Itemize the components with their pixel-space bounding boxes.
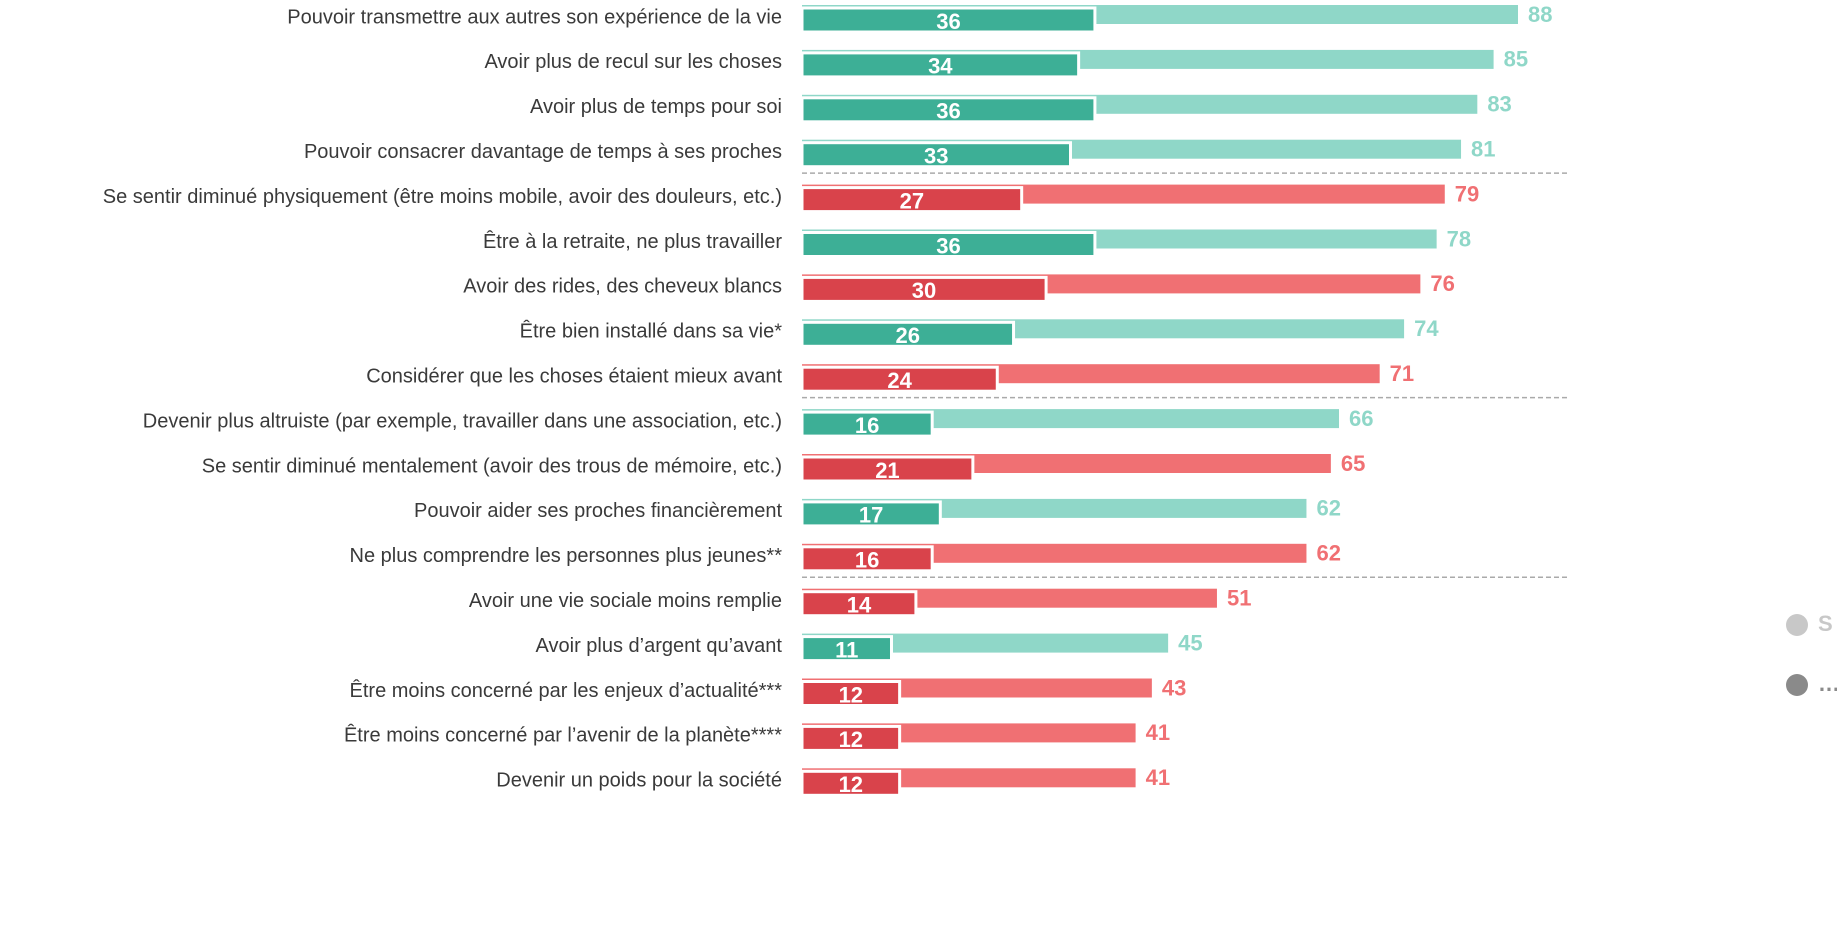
category-label: Être moins concerné par les enjeux d’act…: [350, 679, 783, 702]
sub-bar: [800, 365, 999, 393]
sub-value-label: 36: [936, 233, 960, 258]
bar: [802, 409, 1339, 429]
value-label: 65: [1341, 451, 1365, 476]
sub-bar: [800, 320, 1016, 348]
sub-value-label: 12: [839, 682, 863, 707]
sub-value-label: 36: [936, 9, 960, 34]
value-label: 81: [1471, 137, 1495, 162]
sub-value-label: 36: [936, 99, 960, 124]
sub-bar: [800, 680, 902, 707]
category-label: Pouvoir aider ses proches financièrement: [414, 500, 782, 522]
value-label: 66: [1349, 406, 1373, 431]
sub-value-label: 14: [847, 593, 872, 618]
sub-bar: [800, 410, 934, 438]
value-label: 74: [1414, 316, 1439, 341]
sub-bar: [800, 724, 902, 752]
sub-value-label: 30: [912, 278, 936, 303]
value-label: 43: [1162, 675, 1186, 700]
value-label: 78: [1447, 226, 1471, 251]
legend-marker: [1786, 674, 1808, 696]
value-label: 62: [1316, 496, 1340, 521]
sub-bar: [800, 6, 1097, 34]
value-label: 76: [1430, 271, 1454, 296]
value-label: 45: [1178, 630, 1202, 655]
category-label: Devenir un poids pour la société: [496, 770, 782, 792]
sub-bar: [800, 51, 1081, 79]
category-label: Ne plus comprendre les personnes plus je…: [350, 545, 783, 567]
category-label: Avoir plus d’argent qu’avant: [536, 635, 783, 657]
category-label: Pouvoir consacrer davantage de temps à s…: [304, 141, 782, 163]
sub-value-label: 24: [887, 368, 912, 393]
category-label: Se sentir diminué mentalement (avoir des…: [202, 455, 782, 477]
category-label: Pouvoir transmettre aux autres son expér…: [287, 6, 782, 28]
bar: [802, 633, 1169, 653]
sub-value-label: 34: [928, 54, 953, 79]
sub-value-label: 33: [924, 144, 948, 169]
category-label: Devenir plus altruiste (par exemple, tra…: [143, 410, 782, 432]
category-label: Avoir des rides, des cheveux blancs: [463, 276, 782, 298]
sub-bar: [800, 500, 942, 528]
sub-value-label: 21: [875, 458, 899, 483]
sub-value-label: 11: [835, 637, 858, 662]
legend-label: S: [1818, 611, 1833, 636]
sub-bar: [800, 96, 1097, 124]
sub-value-label: 27: [900, 188, 924, 213]
sub-bar: [800, 231, 1097, 258]
sub-value-label: 17: [859, 503, 883, 528]
sub-value-label: 16: [855, 413, 879, 438]
value-label: 41: [1146, 765, 1170, 790]
sub-bar: [800, 590, 918, 618]
sub-bar: [800, 635, 893, 663]
sub-value-label: 16: [855, 548, 879, 573]
value-label: 79: [1455, 181, 1479, 206]
sub-bar: [800, 186, 1024, 214]
value-label: 51: [1227, 586, 1251, 611]
legend-marker: [1786, 614, 1808, 636]
category-label: Être moins concerné par l’avenir de la p…: [344, 724, 782, 747]
category-label: Considérer que les choses étaient mieux …: [366, 365, 782, 387]
category-label: Se sentir diminué physiquement (être moi…: [103, 186, 782, 208]
category-label: Être à la retraite, ne plus travailler: [483, 230, 782, 253]
sub-bar: [800, 769, 902, 797]
sub-bar: [800, 141, 1072, 169]
category-label: Avoir une vie sociale moins remplie: [469, 590, 782, 612]
sub-value-label: 26: [896, 323, 920, 348]
value-label: 41: [1146, 720, 1170, 745]
sub-value-label: 12: [839, 772, 863, 797]
value-label: 71: [1390, 361, 1414, 386]
value-label: 83: [1487, 92, 1511, 117]
value-label: 62: [1316, 541, 1340, 566]
category-label: Avoir plus de temps pour soi: [530, 96, 782, 118]
category-label: Avoir plus de recul sur les choses: [484, 51, 782, 73]
value-label: 85: [1504, 47, 1528, 72]
category-label: Être bien installé dans sa vie*: [520, 320, 783, 343]
value-label: 88: [1528, 2, 1552, 27]
sub-bar: [800, 545, 934, 573]
sub-bar: [800, 455, 975, 483]
legend-label: …: [1818, 671, 1837, 696]
sub-value-label: 12: [839, 727, 863, 752]
sub-bar: [800, 275, 1048, 303]
